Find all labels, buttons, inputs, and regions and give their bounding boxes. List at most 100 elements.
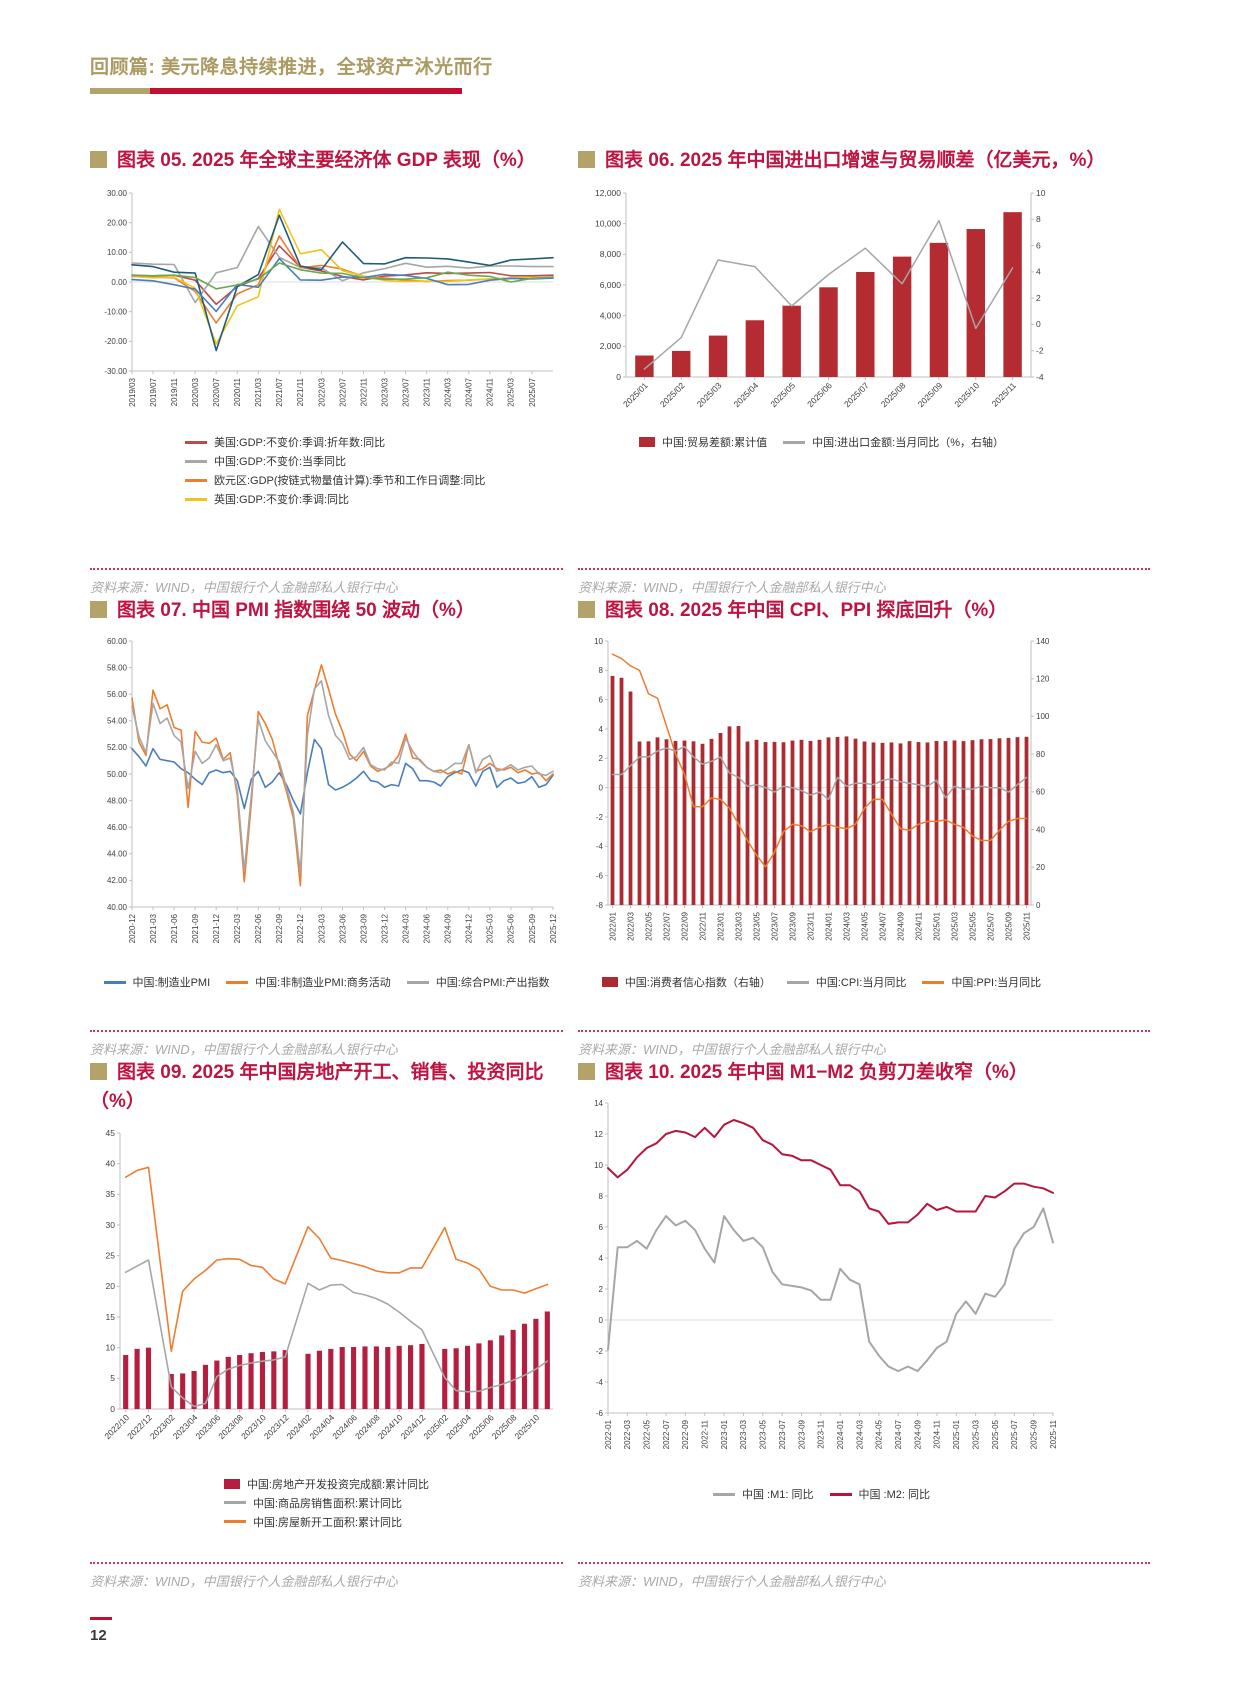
svg-text:56.00: 56.00 [107, 690, 128, 699]
page-footer: 12 [90, 1617, 112, 1644]
chart-10-title-text: 图表 10. 2025 年中国 M1−M2 负剪刀差收窄（%） [605, 1062, 1028, 1083]
chart-05-legend: 美国:GDP:不变价:季调:折年数:同比 中国:GDP:不变价:当季同比 欧元区:G… [185, 434, 485, 507]
svg-text:35: 35 [106, 1189, 116, 1199]
svg-text:2025/05: 2025/05 [968, 912, 977, 941]
svg-text:0: 0 [616, 372, 621, 382]
chart-09-canvas: 0510152025303540452022/102022/122023/022… [102, 1128, 553, 1441]
svg-text:2024/03: 2024/03 [444, 378, 453, 407]
svg-text:0: 0 [1036, 320, 1041, 330]
svg-text:8: 8 [1036, 215, 1041, 225]
svg-text:2024-09: 2024-09 [444, 914, 453, 944]
svg-text:2024/11: 2024/11 [914, 912, 923, 941]
svg-text:2025-05: 2025-05 [991, 1420, 1000, 1450]
svg-text:2025-09: 2025-09 [528, 914, 537, 944]
chart-09-title-text: 图表 09. 2025 年中国房地产开工、销售、投资同比（%） [90, 1062, 544, 1113]
legend-item: 中国:制造业PMI [103, 974, 210, 990]
svg-text:2019/03: 2019/03 [128, 378, 137, 407]
svg-text:2022/05: 2022/05 [644, 912, 653, 941]
svg-text:2024/07: 2024/07 [465, 378, 474, 407]
svg-text:140: 140 [1036, 637, 1050, 646]
svg-text:2025-07: 2025-07 [1010, 1420, 1019, 1450]
svg-text:2: 2 [599, 1285, 604, 1294]
bar-swatch-icon [601, 977, 618, 988]
svg-text:2021/03: 2021/03 [254, 378, 263, 407]
svg-text:2023-12: 2023-12 [380, 914, 389, 944]
chart-07-title: 图表 07. 中国 PMI 指数围绕 50 波动（%） [90, 596, 563, 625]
source-text: WIND，中国银行个人金融部私人银行中心 [155, 580, 398, 595]
svg-text:80: 80 [1036, 750, 1045, 759]
chart-06-title-text: 图表 06. 2025 年中国进出口增速与贸易顺差（亿美元，%） [605, 150, 1106, 171]
svg-text:2025/07: 2025/07 [528, 378, 537, 407]
svg-text:45: 45 [106, 1128, 116, 1138]
svg-text:2025/01: 2025/01 [621, 381, 650, 410]
svg-text:15: 15 [106, 1312, 116, 1322]
dotted-divider [578, 1562, 1150, 1564]
chart-07-canvas: 40.00 42.00 44.00 46.00 48.00 50.00 52.00 54.00… [107, 637, 558, 944]
legend-label: 中国:非制造业PMI:商务活动 [255, 977, 391, 990]
chart-07-legend: 中国:制造业PMI 中国:非制造业PMI:商务活动 中国:综合PMI:产出指数 [90, 974, 563, 990]
legend-label: 英国:GDP:不变价:季调:同比 [214, 494, 350, 507]
svg-text:-10.00: -10.00 [104, 308, 127, 317]
legend-label: 中国:CPI:当月同比 [815, 977, 907, 990]
svg-text:2022-03: 2022-03 [233, 914, 242, 944]
svg-text:2022/11: 2022/11 [698, 912, 707, 941]
legend-item: 中国 :M2: 同比 [829, 1486, 930, 1502]
svg-text:8,000: 8,000 [600, 250, 622, 260]
svg-text:2025/10: 2025/10 [952, 381, 981, 410]
svg-text:4,000: 4,000 [600, 311, 622, 321]
svg-text:2025/06: 2025/06 [805, 381, 834, 410]
chart-07-title-text: 图表 07. 中国 PMI 指数围绕 50 波动（%） [117, 600, 475, 621]
svg-text:2024/09: 2024/09 [896, 912, 905, 941]
legend-label: 中国:房地产开发投资完成额:累计同比 [246, 1478, 430, 1491]
chart-06-canvas: 0 2,000 4,000 6,000 8,000 10,000 12,000 -4 -2 0 2 4… [595, 188, 1046, 410]
svg-text:0.00: 0.00 [111, 278, 127, 287]
line-swatch-icon [185, 478, 207, 482]
svg-text:2020/07: 2020/07 [212, 378, 221, 407]
section-header-text: 回顾篇: 美元降息持续推进，全球资产沐光而行 [90, 57, 493, 78]
svg-text:-20.00: -20.00 [104, 338, 127, 347]
svg-text:2022/01: 2022/01 [608, 912, 617, 941]
svg-text:12: 12 [594, 1130, 603, 1139]
svg-text:2,000: 2,000 [600, 342, 622, 352]
gold-square-icon [90, 151, 107, 168]
svg-text:10: 10 [106, 1342, 116, 1352]
source-label: 资料来源： [578, 1042, 644, 1057]
line-swatch-icon [406, 980, 429, 984]
svg-text:2023-11: 2023-11 [817, 1420, 826, 1449]
svg-text:2: 2 [1036, 293, 1041, 303]
chart-block-07: 图表 07. 中国 PMI 指数围绕 50 波动（%） 40.00 42.00 44… [90, 596, 563, 1058]
svg-text:2022-07: 2022-07 [662, 1420, 671, 1450]
svg-text:2025-12: 2025-12 [549, 914, 558, 944]
line-swatch-icon [226, 980, 249, 984]
svg-text:40: 40 [106, 1158, 116, 1168]
source-line: 资料来源：WIND，中国银行个人金融部私人银行中心 [90, 1039, 563, 1058]
svg-text:2024-03: 2024-03 [401, 914, 410, 944]
svg-text:2025-03: 2025-03 [486, 914, 495, 944]
chart-block-06: 图表 06. 2025 年中国进出口增速与贸易顺差（亿美元，%） 0 2,000 4… [578, 146, 1150, 596]
svg-text:2022-09: 2022-09 [275, 914, 284, 944]
svg-text:2: 2 [599, 755, 604, 764]
svg-text:12,000: 12,000 [595, 188, 621, 198]
svg-text:2024/07: 2024/07 [878, 912, 887, 941]
svg-text:2022-09: 2022-09 [681, 1420, 690, 1450]
svg-text:0: 0 [110, 1404, 115, 1414]
svg-text:2022/07: 2022/07 [338, 378, 347, 407]
svg-text:20.00: 20.00 [107, 219, 128, 228]
svg-text:2025-01: 2025-01 [952, 1420, 961, 1450]
svg-text:2025/04: 2025/04 [731, 381, 760, 410]
svg-text:40.00: 40.00 [107, 903, 128, 912]
svg-text:100: 100 [1036, 713, 1050, 722]
svg-text:8: 8 [599, 1192, 604, 1201]
source-line: 资料来源：WIND，中国银行个人金融部私人银行中心 [578, 1039, 1150, 1058]
svg-text:0: 0 [599, 1316, 604, 1325]
svg-text:2025/01: 2025/01 [932, 912, 941, 941]
svg-text:50.00: 50.00 [107, 770, 128, 779]
legend-label: 中国:GDP:不变价:当季同比 [214, 456, 347, 469]
source-line: 资料来源：WIND，中国银行个人金融部私人银行中心 [90, 1571, 563, 1590]
svg-text:-4: -4 [1036, 372, 1044, 382]
svg-text:-2: -2 [596, 1347, 604, 1356]
svg-text:2022-05: 2022-05 [642, 1420, 651, 1450]
legend-item: 中国:综合PMI:产出指数 [406, 974, 549, 990]
svg-text:2023-09: 2023-09 [797, 1420, 806, 1450]
svg-text:30: 30 [106, 1220, 116, 1230]
